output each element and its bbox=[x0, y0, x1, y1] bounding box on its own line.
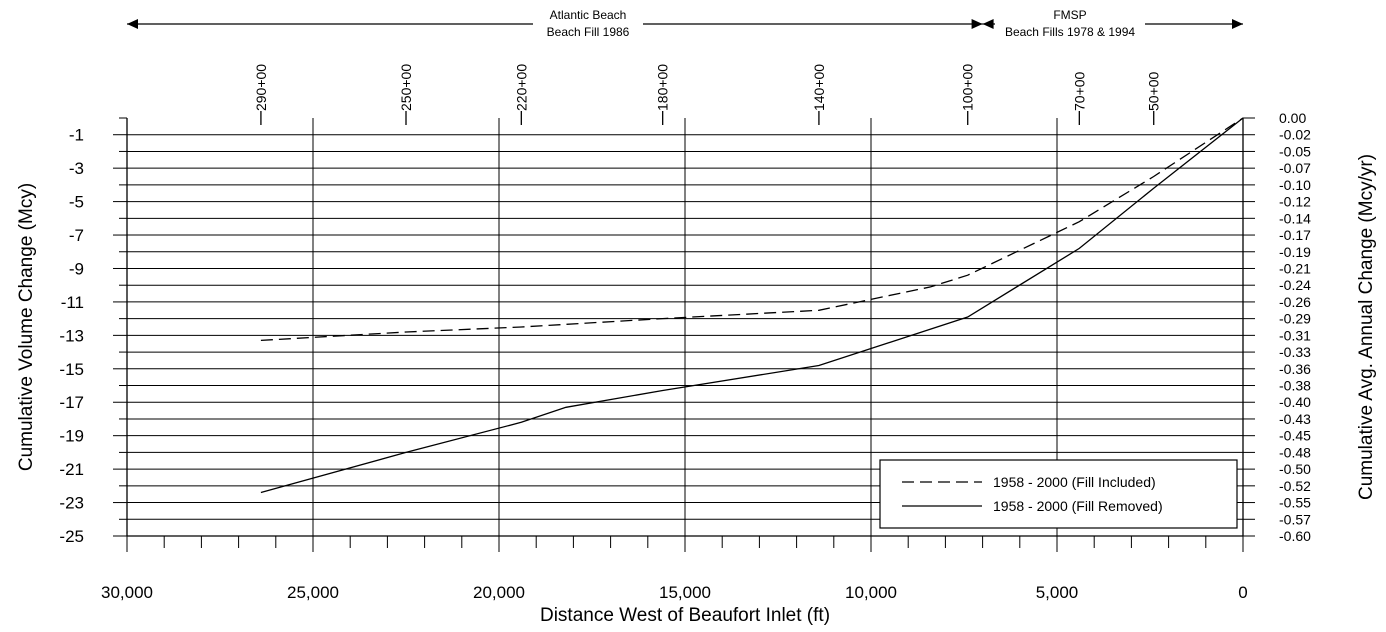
region-label-line1: Atlantic Beach bbox=[550, 8, 627, 22]
y-tick-label: -5 bbox=[69, 193, 84, 212]
right-tick-label: -0.48 bbox=[1279, 444, 1311, 460]
y-tick-label: -13 bbox=[59, 326, 84, 345]
arrow-head-right-icon bbox=[971, 19, 983, 29]
x-tick-label: 30,000 bbox=[101, 583, 153, 602]
right-tick-label: -0.36 bbox=[1279, 361, 1311, 377]
y-tick-label: -21 bbox=[59, 460, 84, 479]
x-axis-label: Distance West of Beaufort Inlet (ft) bbox=[540, 605, 830, 626]
right-tick-label: -0.17 bbox=[1279, 227, 1311, 243]
region-label-line2: Beach Fills 1978 & 1994 bbox=[1005, 25, 1135, 39]
right-tick-label: -0.45 bbox=[1279, 428, 1311, 444]
series-line-fill-removed bbox=[260, 117, 1244, 494]
right-tick-label: -0.10 bbox=[1279, 177, 1311, 193]
right-tick-label: -0.05 bbox=[1279, 143, 1311, 159]
station-label: 180+00 bbox=[655, 64, 671, 111]
station-label: 50+00 bbox=[1146, 71, 1162, 111]
y-tick-label: -1 bbox=[69, 126, 84, 145]
y-axis-label-right: Cumulative Avg. Annual Change (Mcy/yr) bbox=[1356, 154, 1377, 500]
right-tick-label: -0.19 bbox=[1279, 244, 1311, 260]
right-tick-label: -0.57 bbox=[1279, 511, 1311, 527]
y-tick-label: -19 bbox=[59, 427, 84, 446]
right-tick-label: -0.38 bbox=[1279, 378, 1311, 394]
right-tick-label: -0.33 bbox=[1279, 344, 1311, 360]
region-label-backing bbox=[995, 19, 1145, 29]
y-tick-label: -11 bbox=[61, 293, 84, 312]
right-tick-label: -0.40 bbox=[1279, 394, 1311, 410]
y-tick-label: -9 bbox=[69, 259, 84, 278]
y-tick-label: -17 bbox=[59, 393, 84, 412]
legend: 1958 - 2000 (Fill Included) 1958 - 2000 (… bbox=[879, 459, 1238, 529]
station-markers: 290+00 250+00 220+00 180+00 140+00 100+00 70+0… bbox=[253, 64, 1162, 125]
x-tick-label: 10,000 bbox=[845, 583, 897, 602]
arrow-head-right-icon bbox=[1232, 19, 1243, 29]
right-tick-label: -0.50 bbox=[1279, 461, 1311, 477]
y-axis-label: Cumulative Volume Change (Mcy) bbox=[16, 183, 37, 471]
data-series bbox=[260, 117, 1244, 494]
right-tick-label: -0.07 bbox=[1279, 160, 1311, 176]
station-label: 290+00 bbox=[253, 64, 269, 111]
station-label: 100+00 bbox=[960, 64, 976, 111]
y-tick-label: -23 bbox=[59, 494, 84, 513]
region-label-line2: Beach Fill 1986 bbox=[547, 25, 630, 39]
region-label-backing bbox=[533, 19, 643, 29]
x-tick-label: 15,000 bbox=[659, 583, 711, 602]
legend-entry: 1958 - 2000 (Fill Included) bbox=[993, 474, 1156, 490]
axis-ticks bbox=[113, 117, 1255, 552]
station-label: 250+00 bbox=[398, 64, 414, 111]
y-tick-label: -3 bbox=[69, 159, 84, 178]
right-tick-label: -0.24 bbox=[1279, 277, 1311, 293]
y-tick-label: -25 bbox=[59, 527, 84, 546]
right-tick-label: -0.26 bbox=[1279, 294, 1311, 310]
right-tick-label: -0.55 bbox=[1279, 495, 1311, 511]
x-tick-label: 5,000 bbox=[1036, 583, 1079, 602]
x-tick-label: 0 bbox=[1238, 583, 1247, 602]
x-tick-label: 20,000 bbox=[473, 583, 525, 602]
arrow-head-left-icon bbox=[982, 19, 994, 29]
station-label: 220+00 bbox=[513, 64, 529, 111]
y-tick-label: -7 bbox=[69, 226, 84, 245]
right-tick-label: -0.21 bbox=[1279, 260, 1311, 276]
region-annotations: Atlantic Beach Beach Fill 1986 FMSP Beach F… bbox=[127, 8, 1243, 39]
y-tick-label: -15 bbox=[59, 360, 84, 379]
right-tick-label: -0.60 bbox=[1279, 528, 1311, 544]
right-tick-label: -0.52 bbox=[1279, 478, 1311, 494]
right-tick-label: 0.00 bbox=[1279, 110, 1306, 126]
right-tick-label: -0.31 bbox=[1279, 327, 1311, 343]
station-label: 70+00 bbox=[1071, 71, 1087, 111]
axis-tick-labels: -1-3-5-7-9-11-13-15-17-19-21-23-250.00-0… bbox=[59, 110, 1311, 602]
right-tick-label: -0.12 bbox=[1279, 194, 1311, 210]
right-tick-label: -0.02 bbox=[1279, 127, 1311, 143]
legend-entry: 1958 - 2000 (Fill Removed) bbox=[993, 498, 1163, 514]
arrow-head-left-icon bbox=[127, 19, 138, 29]
region-label-line1: FMSP bbox=[1053, 8, 1086, 22]
x-tick-label: 25,000 bbox=[287, 583, 339, 602]
right-tick-label: -0.43 bbox=[1279, 411, 1311, 427]
right-tick-label: -0.29 bbox=[1279, 311, 1311, 327]
station-label: 140+00 bbox=[811, 64, 827, 111]
series-line-fill-included bbox=[260, 117, 1244, 342]
right-tick-label: -0.14 bbox=[1279, 210, 1311, 226]
legend-box bbox=[879, 459, 1238, 529]
